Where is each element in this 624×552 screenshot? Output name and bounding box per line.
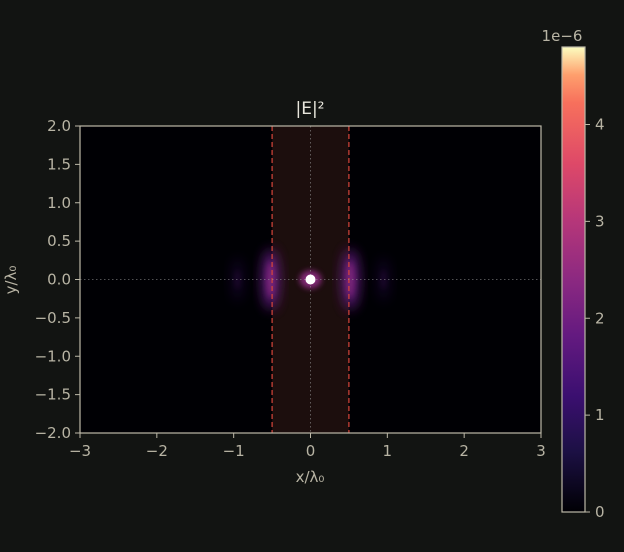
y-tick-label: −0.5 — [35, 309, 71, 327]
y-tick-label: 1.5 — [47, 155, 71, 173]
plot-area — [79, 125, 542, 434]
chart-title: |E|² — [295, 99, 324, 119]
colorbar-tick-label: 1 — [595, 406, 605, 424]
colorbar-tick-label: 2 — [595, 309, 605, 327]
y-tick-label: 1.0 — [47, 194, 71, 212]
x-tick-label: 1 — [383, 442, 393, 460]
y-tick-label: 0.5 — [47, 232, 71, 250]
field-lobe-core — [234, 269, 241, 290]
colorbar-offset-label: 1e−6 — [542, 27, 583, 45]
y-tick-label: 0.0 — [47, 271, 71, 289]
x-tick-label: 2 — [459, 442, 469, 460]
field-lobe-core — [380, 269, 387, 290]
colorbar: 0 1 2 3 4 1e−6 — [542, 27, 605, 521]
y-tick-label: −1.5 — [35, 386, 71, 404]
x-axis-label: x/λ₀ — [296, 468, 325, 486]
guides — [80, 126, 541, 433]
x-tick-label: 3 — [536, 442, 546, 460]
y-tick-label: −1.0 — [35, 347, 71, 365]
x-tick-label: −3 — [69, 442, 91, 460]
colorbar-gradient — [561, 46, 586, 513]
colorbar-tick-label: 4 — [595, 116, 605, 134]
y-tick-label: −2.0 — [35, 424, 71, 442]
colorbar-tick-label: 0 — [595, 503, 605, 521]
x-axis: −3 −2 −1 0 1 2 3 — [69, 433, 546, 460]
x-tick-label: 0 — [306, 442, 316, 460]
x-tick-label: −2 — [146, 442, 168, 460]
y-tick-label: 2.0 — [47, 117, 71, 135]
x-tick-label: −1 — [223, 442, 245, 460]
colorbar-tick-label: 3 — [595, 212, 605, 230]
y-axis-label: y/λ₀ — [2, 266, 20, 295]
colorbar-ticks: 0 1 2 3 4 — [585, 116, 605, 521]
source-marker — [305, 274, 316, 285]
y-axis: 2.0 1.5 1.0 0.5 0.0 −0.5 −1.0 −1.5 −2.0 — [35, 117, 80, 442]
